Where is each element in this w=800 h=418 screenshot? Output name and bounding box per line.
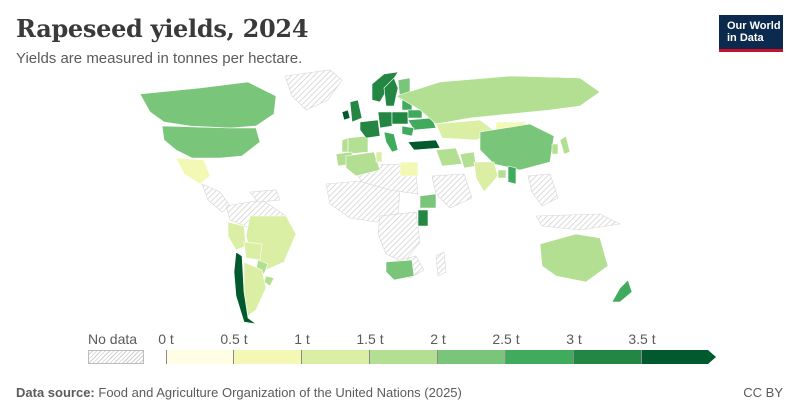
- legend-tick-label: 2 t: [430, 331, 446, 347]
- region-australia[interactable]: [539, 233, 609, 283]
- region-united-kingdom[interactable]: [349, 99, 363, 123]
- legend-open-end-arrow: [708, 350, 716, 364]
- region-south-korea[interactable]: [551, 143, 559, 155]
- region-peru[interactable]: [227, 221, 247, 251]
- region-sweden[interactable]: [383, 77, 399, 107]
- region-mexico[interactable]: [175, 157, 211, 185]
- region-new-zealand[interactable]: [611, 279, 633, 303]
- legend-bin[interactable]: [574, 350, 642, 364]
- region-russia[interactable]: [395, 75, 601, 125]
- legend-bin[interactable]: [166, 350, 234, 364]
- owid-logo[interactable]: Our World in Data: [719, 15, 783, 52]
- source-text[interactable]: Food and Agriculture Organization of the…: [98, 385, 462, 400]
- legend-tick-label: 1 t: [294, 331, 310, 347]
- region-indonesia[interactable]: [535, 213, 621, 231]
- region-arabia[interactable]: [431, 173, 473, 209]
- region-uruguay[interactable]: [263, 275, 275, 287]
- legend-bin[interactable]: [506, 350, 574, 364]
- chart-title: Rapeseed yields, 2024: [16, 14, 309, 43]
- region-central-america[interactable]: [201, 183, 231, 213]
- region-myanmar[interactable]: [507, 165, 517, 185]
- logo-line-1: Our World: [727, 20, 781, 32]
- legend-tick-label: 3 t: [566, 331, 582, 347]
- region-greenland[interactable]: [284, 69, 343, 111]
- region-ireland[interactable]: [341, 109, 351, 121]
- legend-tick-label: 3.5 t: [628, 331, 656, 347]
- region-spain[interactable]: [347, 135, 369, 155]
- region-bolivia[interactable]: [243, 241, 263, 261]
- region-portugal[interactable]: [341, 137, 349, 153]
- legend-tick-label: 0.5 t: [220, 331, 248, 347]
- legend-tick-label: 2.5 t: [492, 331, 520, 347]
- legend-bin[interactable]: [642, 350, 708, 364]
- region-venezuela-area[interactable]: [249, 189, 281, 203]
- region-japan[interactable]: [559, 135, 571, 155]
- region-tunisia[interactable]: [375, 151, 383, 163]
- region-france[interactable]: [359, 119, 381, 139]
- region-united-states[interactable]: [161, 125, 261, 159]
- region-italy[interactable]: [383, 131, 399, 153]
- region-ethiopia[interactable]: [419, 193, 437, 209]
- region-belarus[interactable]: [407, 109, 423, 119]
- no-data-swatch[interactable]: [88, 350, 144, 364]
- legend-bin[interactable]: [302, 350, 370, 364]
- region-egypt[interactable]: [399, 161, 419, 177]
- region-turkey[interactable]: [407, 139, 441, 151]
- region-pakistan[interactable]: [459, 151, 477, 169]
- region-central-africa[interactable]: [377, 211, 421, 263]
- region-ukraine[interactable]: [407, 117, 437, 131]
- region-chile[interactable]: [233, 251, 257, 325]
- region-china[interactable]: [479, 123, 555, 171]
- region-se-asia[interactable]: [527, 173, 559, 207]
- region-germany[interactable]: [377, 111, 393, 129]
- logo-line-2: in Data: [727, 32, 764, 44]
- license-link[interactable]: CC BY: [743, 385, 783, 400]
- legend-bin[interactable]: [234, 350, 302, 364]
- source-label: Data source:: [16, 385, 95, 400]
- region-romania[interactable]: [401, 125, 415, 137]
- region-madagascar[interactable]: [435, 251, 447, 277]
- region-south-africa[interactable]: [385, 259, 415, 281]
- source-note: Data source: Food and Agriculture Organi…: [16, 385, 462, 400]
- chart-subtitle: Yields are measured in tonnes per hectar…: [16, 50, 303, 67]
- legend-bin[interactable]: [370, 350, 438, 364]
- region-iran[interactable]: [435, 147, 463, 167]
- region-kenya[interactable]: [417, 209, 429, 227]
- legend-tick-label: 0 t: [158, 331, 174, 347]
- region-bangladesh[interactable]: [497, 169, 507, 179]
- region-india[interactable]: [473, 161, 499, 193]
- world-map: [139, 69, 633, 325]
- legend-bin[interactable]: [438, 350, 506, 364]
- region-canada[interactable]: [139, 81, 277, 129]
- no-data-label: No data: [88, 331, 138, 347]
- region-algeria[interactable]: [345, 151, 381, 177]
- region-poland[interactable]: [391, 111, 409, 125]
- legend-tick-label: 1.5 t: [356, 331, 384, 347]
